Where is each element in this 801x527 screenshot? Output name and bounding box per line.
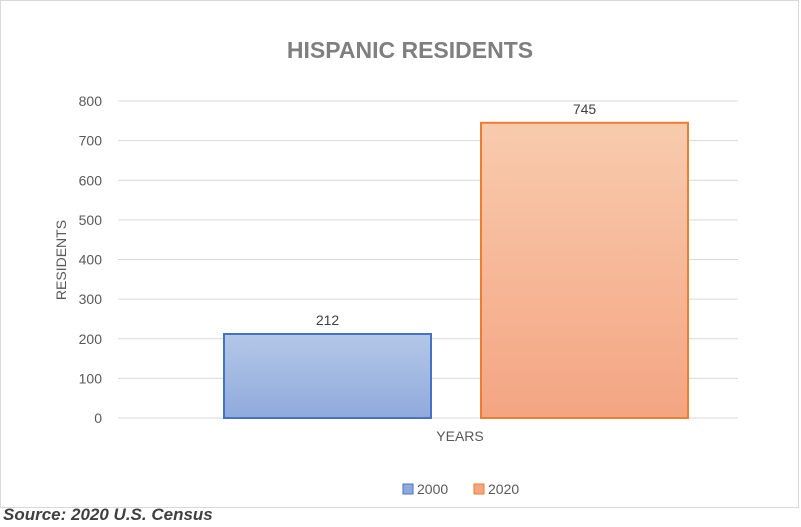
y-tick-label: 0: [94, 410, 102, 426]
y-tick-label: 100: [79, 370, 103, 386]
y-tick-label: 600: [79, 172, 103, 188]
y-tick-label: 800: [79, 93, 103, 109]
bar-2020: [480, 121, 689, 419]
y-axis-title: RESIDENTS: [53, 220, 69, 300]
legend-label-2020: 2020: [488, 481, 519, 497]
y-tick-label: 500: [79, 212, 103, 228]
bar-2000: [223, 332, 432, 419]
y-tick-label: 400: [79, 252, 103, 268]
data-label-2000: 212: [316, 312, 340, 328]
legend-swatch-2000: [402, 483, 414, 495]
source-caption: Source: 2020 U.S. Census: [3, 505, 213, 524]
y-tick-label: 200: [79, 331, 103, 347]
y-tick-label: 700: [79, 133, 103, 149]
y-tick-label: 300: [79, 291, 103, 307]
x-axis-title: YEARS: [436, 428, 483, 444]
data-label-2020: 745: [573, 101, 597, 117]
legend-label-2000: 2000: [417, 481, 448, 497]
chart-title: HISPANIC RESIDENTS: [287, 37, 533, 63]
legend-swatch-2020: [473, 483, 485, 495]
